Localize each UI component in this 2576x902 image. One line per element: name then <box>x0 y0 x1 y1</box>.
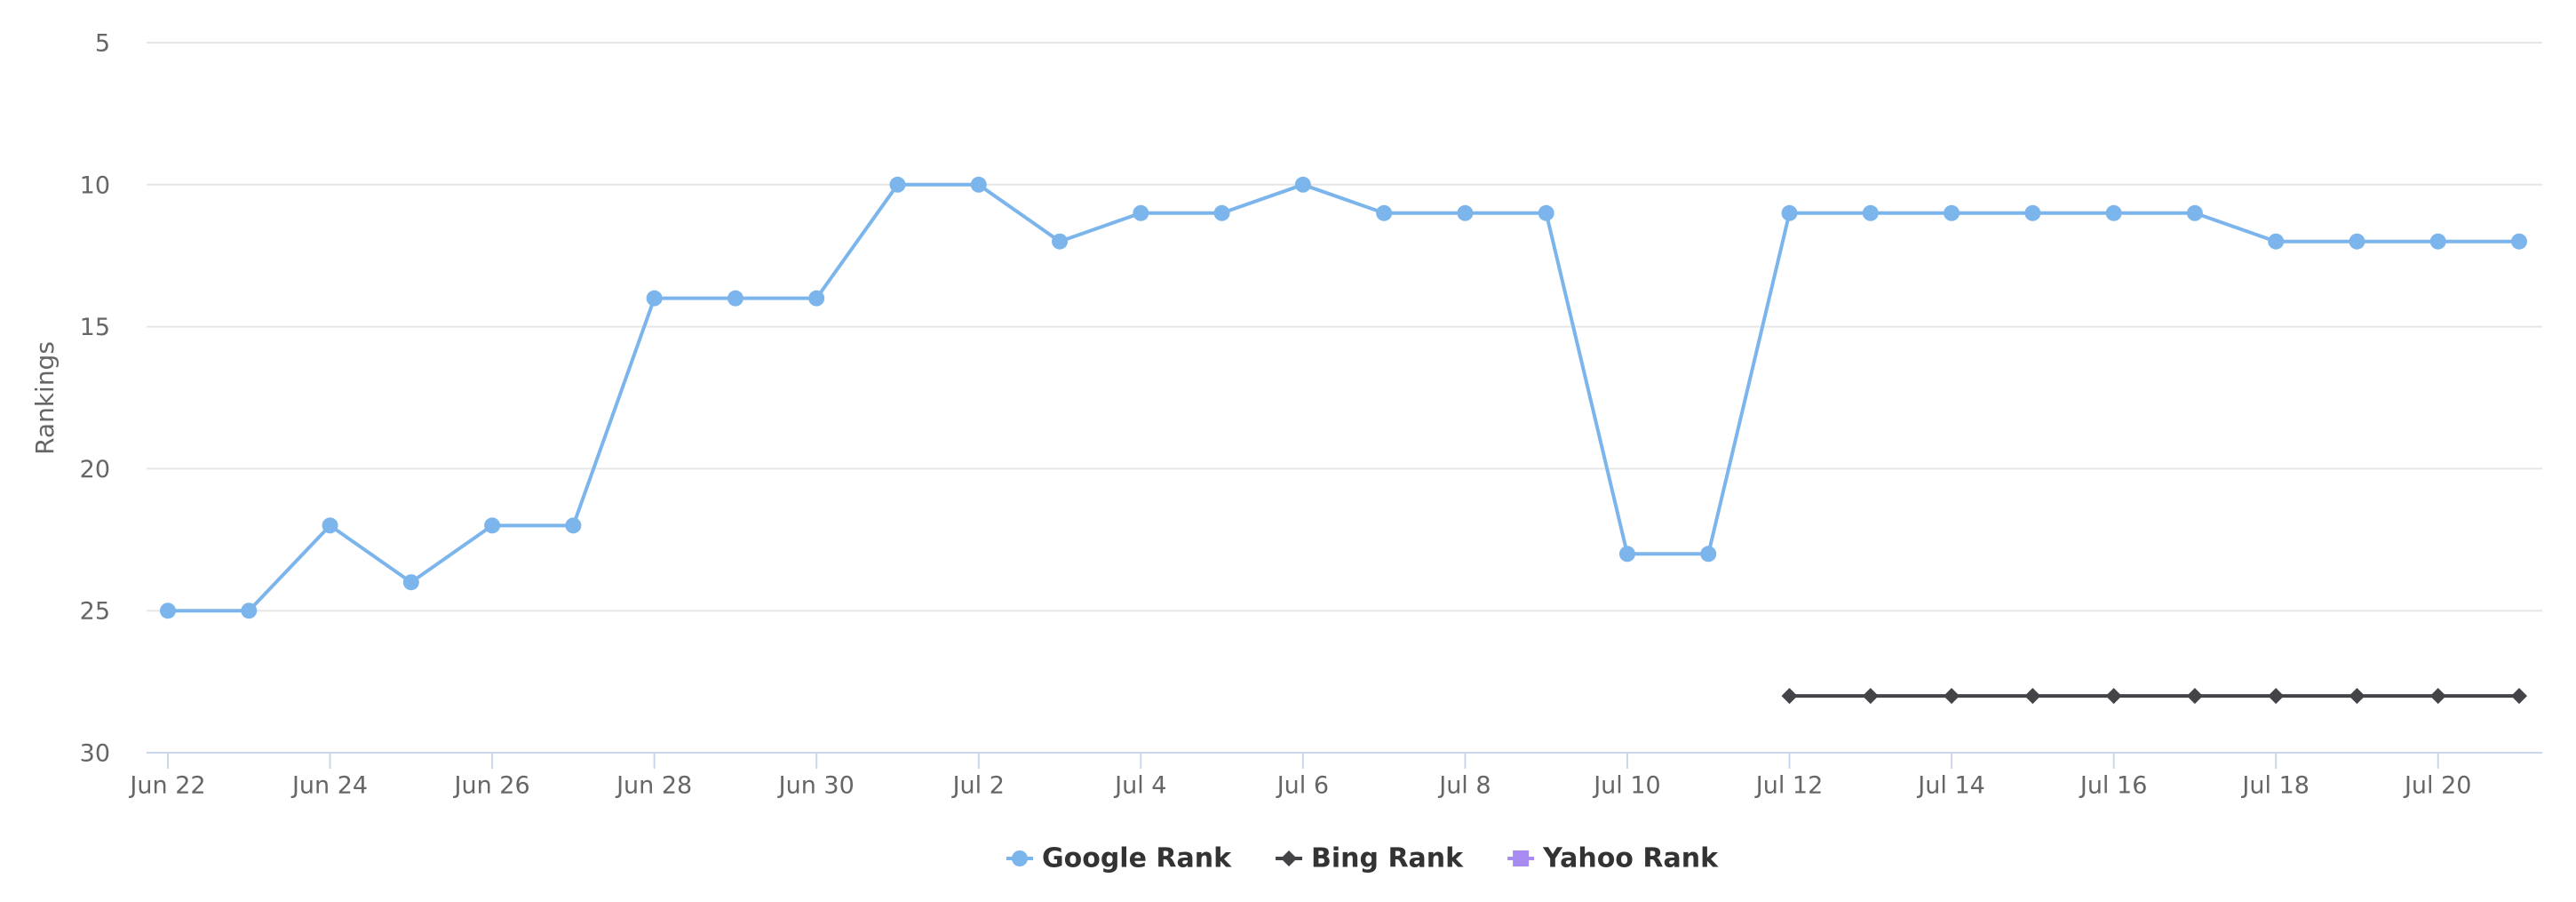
point <box>1944 204 1960 221</box>
point <box>646 290 663 307</box>
point <box>2024 204 2041 221</box>
point <box>484 517 501 534</box>
point <box>160 603 176 619</box>
legend-label: Yahoo Rank <box>1542 843 1719 874</box>
x-tick-label: Jun 22 <box>128 772 205 800</box>
point <box>1133 204 1149 221</box>
x-tick-label: Jul 12 <box>1754 772 1824 800</box>
point <box>2349 688 2365 705</box>
legend-symbol <box>1513 850 1530 866</box>
point <box>727 290 743 307</box>
point <box>970 176 987 193</box>
point <box>889 176 906 193</box>
x-tick-label: Jul 20 <box>2403 772 2472 800</box>
point <box>1376 204 1393 221</box>
point <box>1944 688 1960 705</box>
point <box>1781 204 1798 221</box>
point <box>1538 204 1554 221</box>
legend-item[interactable]: Bing Rank <box>1276 843 1464 874</box>
point <box>2268 233 2285 250</box>
x-tick-label: Jun 30 <box>777 772 855 800</box>
x-tick-label: Jun 26 <box>453 772 530 800</box>
y-axis-title: Rankings <box>30 341 60 455</box>
point <box>2511 233 2527 250</box>
point <box>1457 204 1474 221</box>
point <box>2186 204 2203 221</box>
point <box>1294 176 1311 193</box>
y-tick-label: 30 <box>80 740 110 768</box>
point <box>241 603 258 619</box>
point <box>2024 688 2041 705</box>
x-tick-label: Jul 6 <box>1276 772 1329 800</box>
x-tick-label: Jul 10 <box>1592 772 1661 800</box>
point <box>2511 688 2527 705</box>
legend-item[interactable]: Yahoo Rank <box>1507 843 1719 874</box>
point <box>1618 546 1635 563</box>
legend-symbol <box>1281 850 1298 866</box>
x-tick-label: Jul 4 <box>1113 772 1166 800</box>
point <box>402 574 419 591</box>
y-tick-label: 20 <box>80 456 110 483</box>
y-tick-label: 10 <box>80 172 110 199</box>
series-line <box>168 182 2519 613</box>
point <box>565 517 582 534</box>
legend-label: Bing Rank <box>1311 843 1464 874</box>
y-tick-label: 15 <box>80 314 110 341</box>
point <box>2268 688 2285 705</box>
x-tick-label: Jul 14 <box>1916 772 1985 800</box>
x-tick-label: Jun 28 <box>615 772 692 800</box>
legend: Google Rank Bing Rank Yahoo Rank <box>1006 843 1719 874</box>
point <box>2349 233 2365 250</box>
x-tick-label: Jul 16 <box>2079 772 2148 800</box>
point <box>808 290 825 307</box>
x-tick-label: Jul 2 <box>951 772 1005 800</box>
y-tick-label: 25 <box>80 598 110 626</box>
point <box>322 517 338 534</box>
point <box>1862 204 1879 221</box>
point <box>1700 546 1717 563</box>
legend-label: Google Rank <box>1042 843 1232 874</box>
point <box>2429 233 2446 250</box>
point <box>2186 688 2203 705</box>
point <box>2105 688 2122 705</box>
x-tick-label: Jul 18 <box>2240 772 2310 800</box>
point <box>2105 204 2122 221</box>
point <box>1862 688 1879 705</box>
point <box>1213 204 1230 221</box>
y-tick-label: 5 <box>95 30 110 58</box>
point <box>1781 688 1798 705</box>
point <box>2429 688 2446 705</box>
legend-item[interactable]: Google Rank <box>1006 843 1232 874</box>
legend-symbol <box>1011 850 1028 866</box>
x-tick-label: Jun 24 <box>290 772 368 800</box>
x-tick-label: Jul 8 <box>1437 772 1491 800</box>
point <box>1052 233 1069 250</box>
